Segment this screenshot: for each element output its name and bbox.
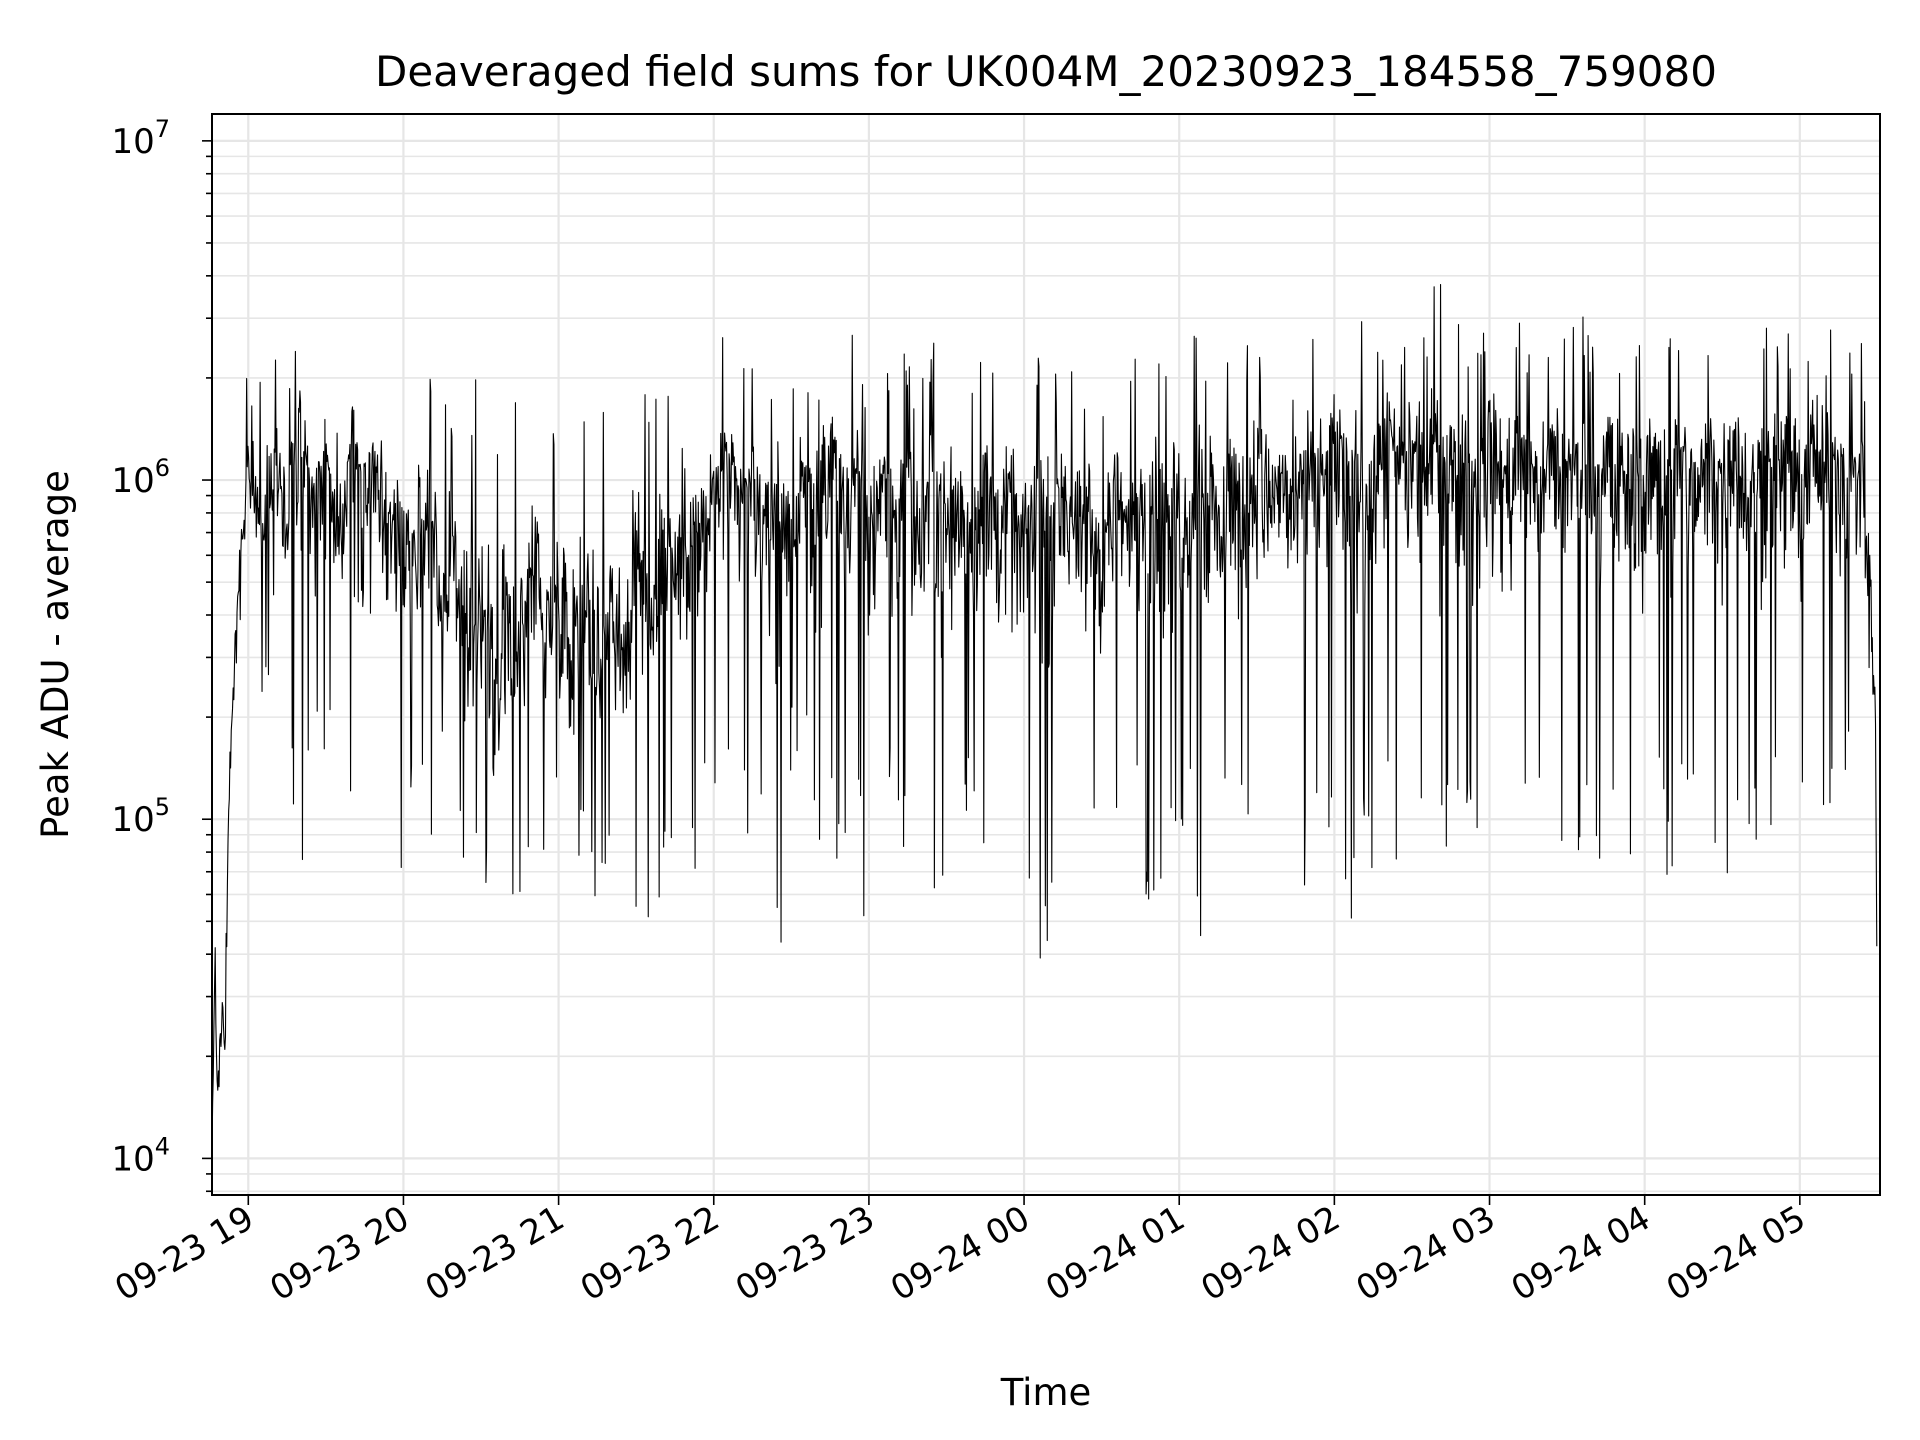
y-tick-exponent: 5 (155, 793, 170, 821)
series-line (211, 283, 1878, 1152)
y-tick-label: 106 (111, 454, 170, 501)
plot-frame (211, 113, 1881, 1196)
y-tick-label: 104 (111, 1132, 170, 1179)
y-tick-exponent: 7 (155, 115, 170, 143)
series-layer (211, 283, 1878, 1152)
y-tick-base: 10 (111, 1139, 154, 1179)
y-tick-base: 10 (111, 122, 154, 162)
chart-title: Deaveraged field sums for UK004M_2023092… (375, 47, 1717, 96)
x-axis-label: Time (1000, 1371, 1092, 1414)
y-tick-exponent: 6 (155, 454, 170, 482)
y-tick-exponent: 4 (155, 1132, 170, 1160)
y-tick-base: 10 (111, 461, 154, 501)
y-tick-base: 10 (111, 800, 154, 840)
y-tick-label: 105 (111, 793, 170, 840)
y-tick-label: 107 (111, 115, 170, 162)
y-axis-label: Peak ADU - average (34, 470, 77, 839)
